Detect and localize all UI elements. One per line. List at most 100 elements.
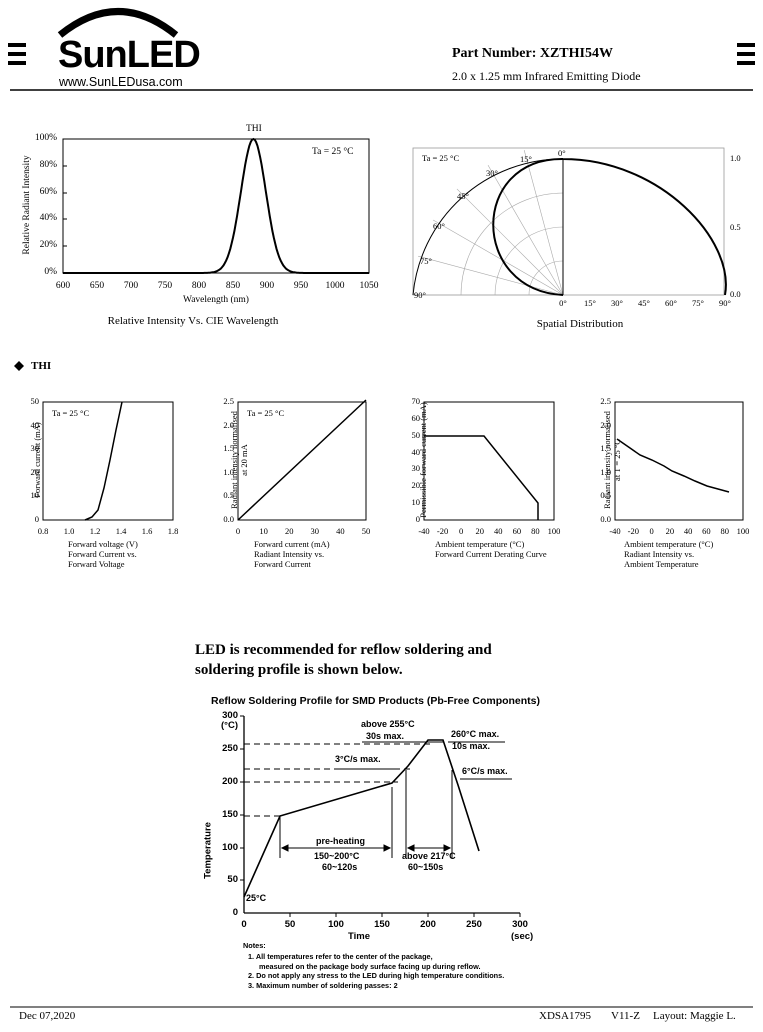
- spectrum-yticks: [63, 138, 67, 247]
- small-chart-x-tick: 1.6: [141, 526, 153, 536]
- spectrum-caption: Relative Intensity Vs. CIE Wavelength: [107, 315, 279, 327]
- footer-doc: XDSA1795: [539, 1010, 591, 1022]
- ie-if-chart: [237, 399, 367, 521]
- spatial-bottom-tick: 45°: [638, 298, 650, 308]
- small-chart-xlabel: Forward current (mA): [254, 539, 330, 549]
- small-chart-y-tick: 20: [411, 480, 421, 491]
- small-chart-y-tick: 10: [411, 497, 421, 508]
- header-bars-left: [8, 43, 26, 65]
- small-chart-y-tick: 0: [34, 514, 39, 524]
- small-chart-ylabel-2: at 20 mA: [239, 444, 249, 476]
- derating-chart: [423, 401, 555, 521]
- small-chart-x-tick: 100: [547, 526, 561, 536]
- small-chart-caption: Radiant Intensity vs.: [254, 549, 325, 559]
- reflow-annotation: 3°C/s max.: [335, 754, 381, 764]
- small-chart-caption-2: Forward Current: [254, 559, 311, 569]
- small-chart-ylabel: Radiant intensity normalised: [602, 411, 612, 509]
- small-chart-y-tick: 2.5: [223, 396, 234, 406]
- small-chart-x-tick: 50: [361, 526, 371, 536]
- note-3: 3. Maximum number of soldering passes: 2: [248, 981, 398, 990]
- small-chart-caption-2: Forward Voltage: [68, 559, 125, 569]
- small-chart-ylabel: Forward current (mA): [32, 422, 42, 498]
- small-chart-y-tick: 0.5: [600, 490, 611, 501]
- small-chart-ylabel: Permissible forward current (mA): [418, 402, 428, 518]
- spectrum-x-tick: 700: [123, 281, 139, 291]
- small-chart-y-tick: 20: [30, 466, 40, 477]
- small-chart-x-tick: 20: [475, 526, 484, 536]
- spectrum-x-tick: 900: [259, 281, 275, 291]
- spatial-right-tick: 0.5: [730, 222, 741, 232]
- small-chart-x-tick: 30: [310, 526, 320, 536]
- reflow-x-tick: 200: [420, 919, 436, 930]
- site-url[interactable]: www.SunLEDusa.com: [59, 75, 183, 89]
- small-chart-y-tick: 30: [30, 443, 40, 454]
- logo-arc: [57, 8, 179, 38]
- reflow-heading-1: LED is recommended for reflow soldering …: [195, 642, 492, 658]
- reflow-chart: [240, 715, 521, 917]
- small-chart-x-tick: -20: [627, 526, 639, 536]
- spatial-bottom-tick: 15°: [584, 298, 596, 308]
- reflow-x-tick: 50: [284, 919, 296, 930]
- small-chart-x-tick: 40: [494, 526, 503, 536]
- reflow-y-tick: 0: [232, 907, 238, 918]
- small-chart-xlabel: Ambient temperature (°C): [624, 539, 714, 549]
- small-chart-y-tick: 50: [411, 429, 421, 440]
- small-chart-y-tick: 60: [411, 412, 421, 423]
- small-chart-y-tick: 0.0: [600, 514, 611, 524]
- reflow-annotation: 150~200°C: [314, 851, 360, 861]
- reflow-x-unit: (sec): [511, 931, 534, 942]
- spectrum-y-tick: 0%: [44, 267, 57, 277]
- small-chart-y-tick: 40: [30, 419, 40, 430]
- footer-date: Dec 07,2020: [19, 1010, 76, 1022]
- reflow-xlabel: Time: [348, 931, 371, 942]
- small-chart-x-tick: 40: [683, 526, 693, 536]
- spatial-angle-label: 0°: [558, 148, 566, 158]
- small-chart-x-tick: 1.4: [115, 526, 127, 536]
- spatial-angle-label: 30°: [486, 168, 498, 178]
- small-chart-y-tick: 70: [411, 396, 421, 406]
- spectrum-x-tick: 950: [293, 281, 309, 291]
- spatial-bottom-tick: 75°: [692, 298, 704, 308]
- reflow-annotation: above 255°C: [361, 719, 415, 729]
- spectrum-y-tick: 40%: [39, 213, 57, 223]
- reflow-annotation: 30s max.: [366, 731, 405, 741]
- small-chart-y-tick: 0.5: [223, 490, 234, 501]
- small-chart-y-tick: 30: [411, 463, 421, 474]
- small-chart-y-tick: 10: [30, 490, 40, 501]
- small-chart-x-tick: 80: [720, 526, 729, 536]
- reflow-x-tick: 100: [328, 919, 344, 930]
- reflow-y-unit: (°C): [221, 720, 238, 731]
- spectrum-x-tick: 850: [225, 281, 241, 291]
- small-chart-x-tick: 10: [259, 526, 268, 536]
- spectrum-series-label: THI: [246, 124, 262, 134]
- footer-rev: V11-Z: [611, 1010, 640, 1022]
- small-chart-xlabel: Ambient temperature (°C): [435, 539, 525, 549]
- small-chart-caption: Radiant Intensity vs.: [624, 549, 695, 559]
- small-chart-caption: Forward Current Derating Curve: [435, 549, 547, 559]
- spatial-right-tick: 0.0: [730, 289, 741, 299]
- spatial-angle-label: 45°: [457, 191, 469, 201]
- spectrum-curve: [63, 137, 369, 274]
- small-chart-ylabel: Radiant intensity normalised: [229, 411, 239, 509]
- small-chart-y-tick: 2.5: [600, 396, 611, 406]
- small-chart-y-tick: 1.5: [600, 443, 611, 454]
- small-chart-ta: Ta = 25 °C: [52, 408, 90, 418]
- small-chart-y-tick: 0: [415, 514, 420, 524]
- small-chart-y-tick: 1.0: [600, 466, 611, 477]
- small-chart-x-tick: 0: [235, 526, 241, 536]
- spatial-right-tick: 1.0: [730, 153, 741, 163]
- reflow-annotation: 6°C/s max.: [462, 766, 508, 776]
- diamond-bullet-icon: [14, 361, 24, 371]
- small-chart-caption-2: Ambient Temperature: [624, 559, 699, 569]
- reflow-y-tick: 250: [222, 743, 238, 754]
- small-chart-x-tick: 60: [702, 526, 711, 536]
- reflow-annotation: 25°C: [246, 893, 267, 903]
- small-chart-x-tick: -40: [418, 526, 430, 536]
- reflow-annotation: 260°C max.: [451, 729, 500, 739]
- reflow-annotation: 60~120s: [322, 862, 358, 872]
- small-chart-caption: Forward Current vs.: [68, 549, 137, 559]
- small-chart-y-tick: 1.0: [223, 466, 234, 477]
- spectrum-chart: [62, 137, 370, 274]
- reflow-x-tick: 300: [512, 919, 528, 930]
